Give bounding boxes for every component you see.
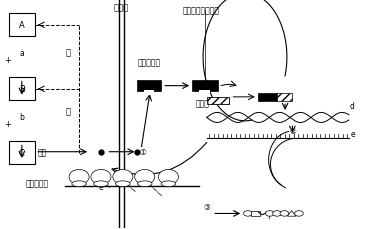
Polygon shape bbox=[287, 211, 296, 216]
Text: d: d bbox=[350, 102, 355, 111]
Bar bbox=[192, 81, 218, 92]
Ellipse shape bbox=[72, 181, 86, 187]
Bar bbox=[258, 94, 277, 101]
Text: e: e bbox=[350, 129, 355, 138]
Text: －: － bbox=[66, 107, 71, 116]
Text: B: B bbox=[19, 85, 25, 94]
Circle shape bbox=[243, 211, 252, 216]
Text: a: a bbox=[19, 49, 24, 57]
Bar bbox=[137, 81, 161, 92]
Text: ③: ③ bbox=[203, 202, 210, 211]
Ellipse shape bbox=[161, 181, 176, 187]
Bar bbox=[9, 142, 35, 165]
Circle shape bbox=[265, 211, 274, 216]
Ellipse shape bbox=[135, 170, 155, 185]
Bar bbox=[9, 78, 35, 101]
Ellipse shape bbox=[94, 181, 108, 187]
Bar bbox=[144, 91, 154, 95]
Text: 细胞膜: 细胞膜 bbox=[114, 3, 129, 12]
Ellipse shape bbox=[137, 181, 152, 187]
Circle shape bbox=[280, 211, 289, 216]
Ellipse shape bbox=[158, 170, 179, 185]
Ellipse shape bbox=[113, 170, 133, 185]
Bar bbox=[199, 91, 210, 95]
Text: ②: ② bbox=[289, 126, 296, 135]
Text: 某雌性激素: 某雌性激素 bbox=[26, 178, 49, 187]
Text: 分泌: 分泌 bbox=[38, 147, 47, 157]
Bar bbox=[277, 94, 292, 101]
Text: 细胞质受体: 细胞质受体 bbox=[137, 58, 161, 67]
Bar bbox=[251, 211, 259, 216]
Text: A: A bbox=[19, 21, 25, 30]
Text: －: － bbox=[66, 49, 71, 57]
Ellipse shape bbox=[69, 170, 89, 185]
Circle shape bbox=[273, 211, 281, 216]
Text: +: + bbox=[4, 55, 11, 64]
Text: 激素－细胞质受体: 激素－细胞质受体 bbox=[183, 6, 220, 15]
Text: f: f bbox=[267, 211, 270, 220]
Circle shape bbox=[295, 211, 303, 216]
Text: ①: ① bbox=[139, 147, 146, 157]
Text: +: + bbox=[4, 119, 11, 128]
Text: 核受体: 核受体 bbox=[196, 99, 210, 108]
Text: e: e bbox=[99, 182, 103, 191]
Text: b: b bbox=[19, 112, 24, 121]
Text: C: C bbox=[19, 149, 25, 158]
Ellipse shape bbox=[91, 170, 111, 185]
Ellipse shape bbox=[116, 181, 130, 187]
Bar bbox=[207, 98, 229, 104]
Bar bbox=[9, 14, 35, 37]
